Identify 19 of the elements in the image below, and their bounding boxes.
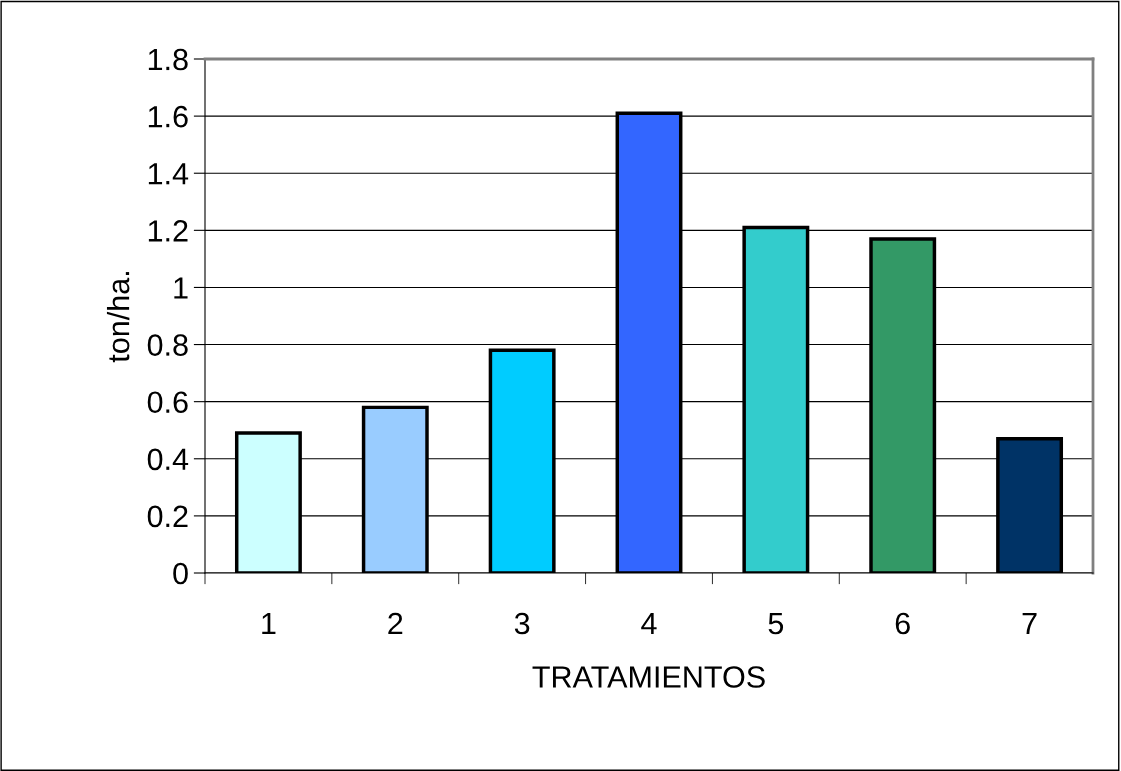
- y-tick-label: 1.6: [148, 105, 188, 128]
- y-axis-title: ton/ha.: [106, 272, 130, 363]
- x-axis-title: TRATAMIENTOS: [532, 666, 765, 688]
- x-tick-label: 4: [641, 613, 657, 635]
- y-tick-label: 0.6: [147, 391, 188, 414]
- x-tick-label: 1: [262, 613, 276, 635]
- x-tick-label: 2: [388, 612, 403, 635]
- y-tick-label: 1.2: [148, 220, 188, 242]
- x-tick-label: 3: [514, 612, 530, 635]
- x-tick-label: 5: [768, 613, 784, 635]
- y-tick-label: 0.2: [147, 505, 188, 528]
- y-tick-label: 0: [173, 562, 188, 585]
- y-tick-label: 1.8: [148, 48, 188, 71]
- y-tick-label: 0.4: [147, 448, 189, 471]
- y-tick-label: 1.4: [148, 163, 189, 185]
- y-tick-label: 1: [174, 277, 188, 299]
- y-tick-label: 0.8: [147, 334, 188, 356]
- x-tick-label: 7: [1022, 613, 1037, 635]
- x-tick-label: 6: [895, 612, 910, 635]
